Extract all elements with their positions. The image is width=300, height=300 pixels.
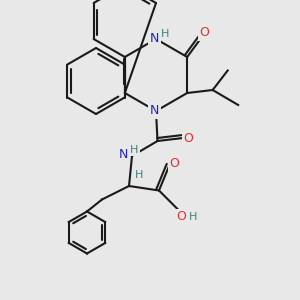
Text: O: O	[177, 210, 186, 224]
Text: N: N	[150, 104, 159, 118]
Text: H: H	[188, 212, 197, 222]
Text: H: H	[135, 170, 144, 181]
Text: O: O	[184, 131, 193, 145]
Text: N: N	[119, 148, 128, 161]
Text: O: O	[169, 157, 179, 170]
Text: H: H	[161, 28, 169, 39]
Text: N: N	[150, 32, 159, 45]
Text: O: O	[199, 26, 209, 40]
Text: H: H	[130, 145, 139, 155]
